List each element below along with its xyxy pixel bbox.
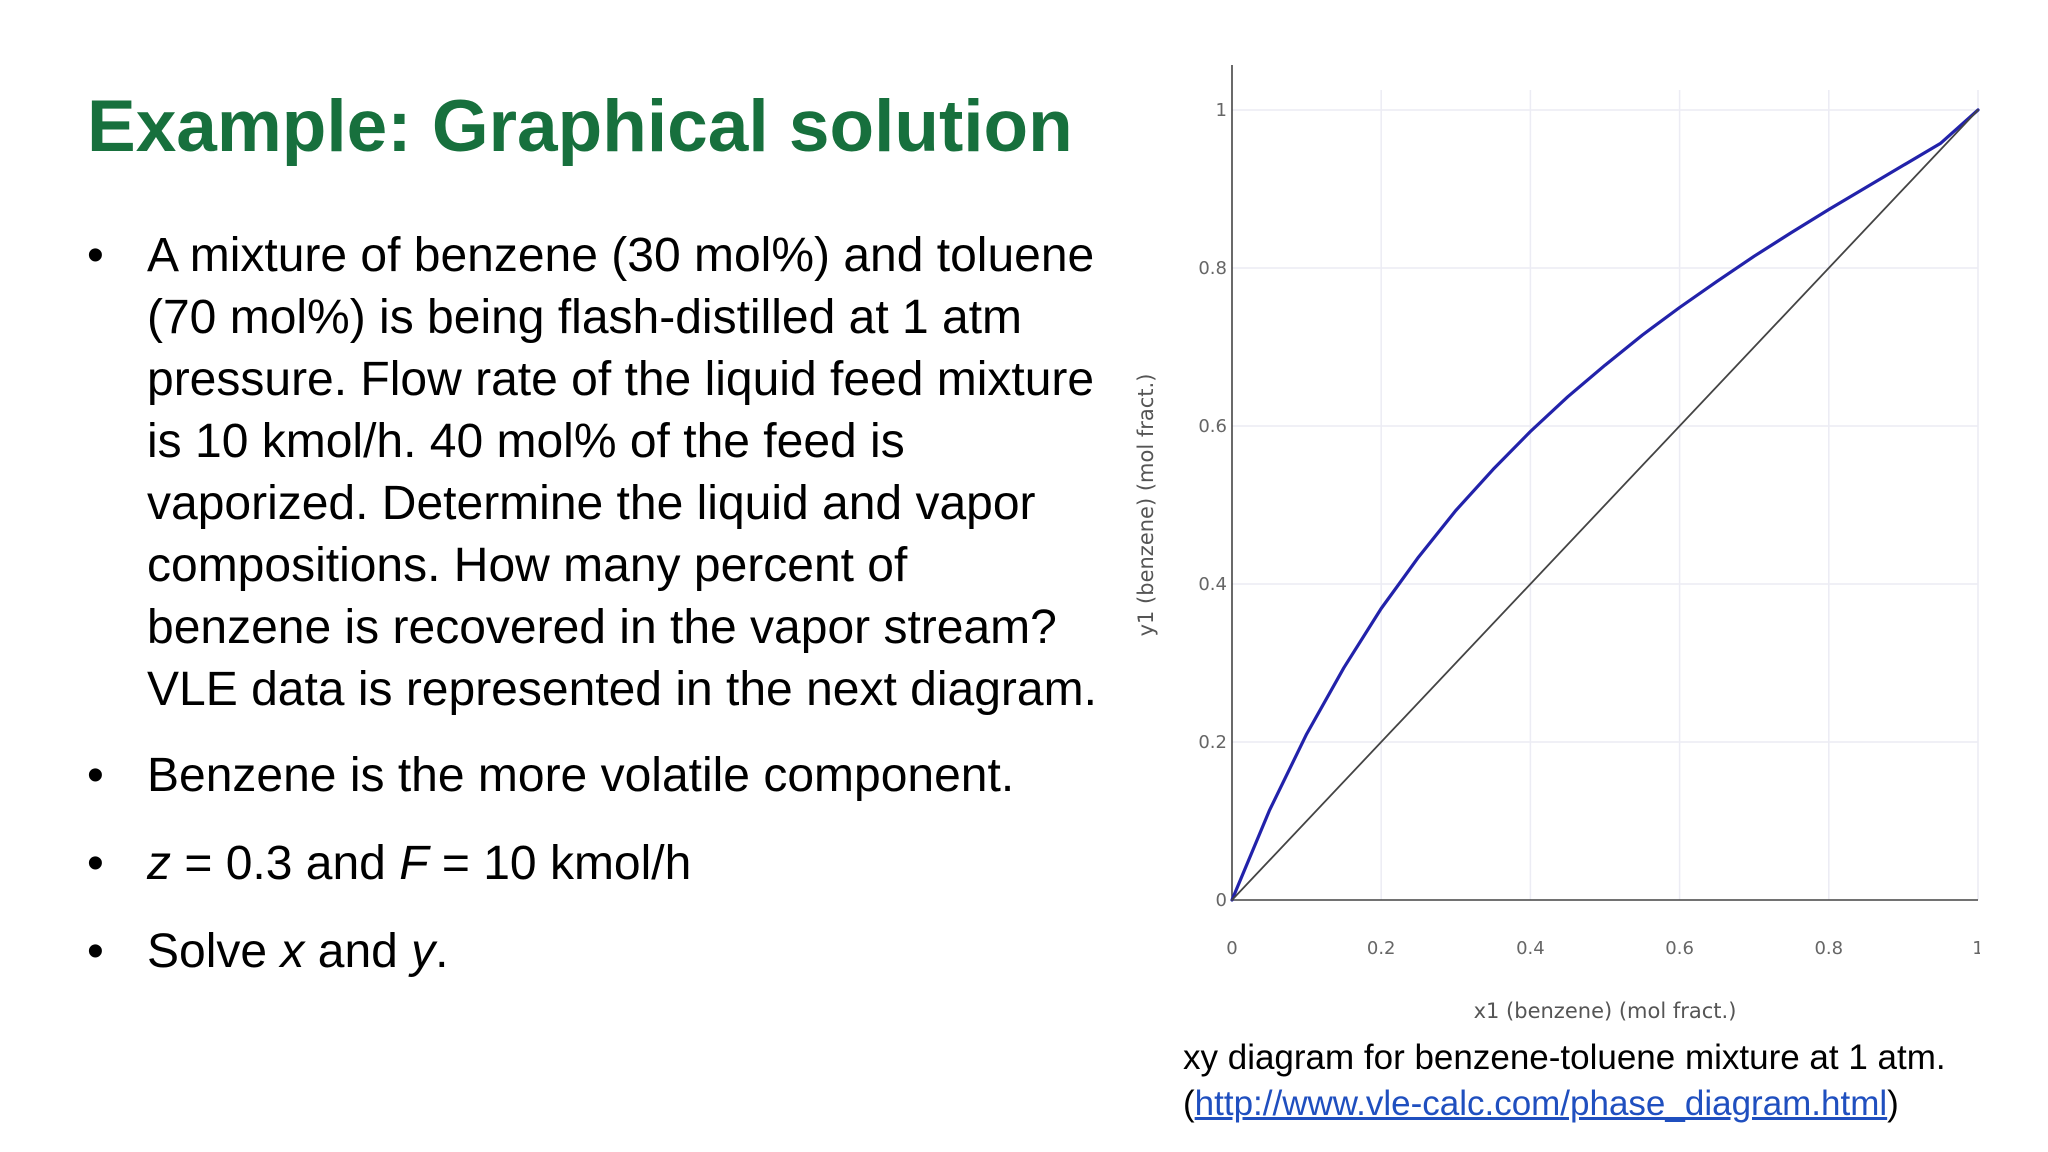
caption-paren-close: ): [1887, 1084, 1899, 1123]
bullet-dot: •: [87, 749, 104, 802]
source-link[interactable]: http://www.vle-calc.com/phase_diagram.ht…: [1194, 1084, 1888, 1123]
period-text: .: [435, 925, 449, 978]
y-tick-label: 0.8: [1198, 258, 1227, 279]
bullet-text: Benzene is the more volatile component.: [147, 749, 1015, 802]
x-tick-label: 0.2: [1367, 938, 1396, 959]
bullet-dot: •: [87, 837, 104, 890]
caption-paren-open: (: [1183, 1084, 1195, 1123]
x-axis-title: x1 (benzene) (mol fract.): [1474, 999, 1737, 1023]
z-variable: z: [147, 837, 171, 890]
x-tick-label: 0.8: [1814, 938, 1843, 959]
y-tick-label: 0: [1216, 890, 1227, 911]
caption-line: xy diagram for benzene-toluene mixture a…: [1183, 1038, 1946, 1077]
bullet-list: • A mixture of benzene (30 mol%) and tol…: [87, 225, 1097, 1009]
grid-layer: [1232, 90, 1979, 900]
ticks-layer: 0 0.2 0.4 0.6 0.8 1 0 0.2 0.4 0.6 0.8 1: [1198, 100, 1980, 959]
bullet-item: • Solve x and y.: [87, 921, 1097, 983]
x-tick-label: 0: [1226, 938, 1237, 959]
caption-source: (http://www.vle-calc.com/phase_diagram.h…: [1183, 1081, 1946, 1127]
y-tick-label: 0.2: [1198, 732, 1227, 753]
diagonal-line: [1231, 109, 1979, 901]
bullet-dot: •: [87, 925, 104, 978]
slide-title: Example: Graphical solution: [87, 86, 1073, 167]
bullet-text: A mixture of benzene (30 mol%) and tolue…: [147, 229, 1097, 716]
bullet-item: • Benzene is the more volatile component…: [87, 745, 1097, 807]
bullet-text: z = 0.3 and F = 10 kmol/h: [147, 837, 691, 890]
x-tick-label: 0.4: [1516, 938, 1545, 959]
y-axis-title: y1 (benzene) (mol fract.): [1134, 374, 1158, 637]
series-layer: [1230, 108, 1980, 902]
y-tick-label: 0.4: [1198, 574, 1227, 595]
x-variable: x: [280, 925, 305, 978]
y-tick-label: 0.6: [1198, 416, 1227, 437]
solve-text: Solve: [147, 925, 281, 978]
and-text: and: [304, 925, 412, 978]
x-tick-label: 0.6: [1665, 938, 1694, 959]
bullet-item: • A mixture of benzene (30 mol%) and tol…: [87, 225, 1097, 721]
y-tick-label: 1: [1216, 100, 1227, 121]
z-value-text: = 0.3 and: [171, 837, 400, 890]
equilibrium-curve: [1230, 108, 1980, 902]
bullet-dot: •: [87, 229, 104, 282]
bullet-item: • z = 0.3 and F = 10 kmol/h: [87, 833, 1097, 895]
axes-layer: [1231, 65, 1978, 901]
f-value-text: = 10 kmol/h: [428, 837, 692, 890]
f-variable: F: [399, 837, 429, 890]
x-tick-label: 1: [1972, 938, 1980, 959]
y-variable: y: [411, 925, 436, 978]
figure-caption: xy diagram for benzene-toluene mixture a…: [1183, 1035, 1946, 1127]
bullet-text: Solve x and y.: [147, 925, 449, 978]
xy-diagram-chart: 0 0.2 0.4 0.6 0.8 1 0 0.2 0.4 0.6 0.8 1 x1 (benzene…: [1134, 65, 1980, 1023]
